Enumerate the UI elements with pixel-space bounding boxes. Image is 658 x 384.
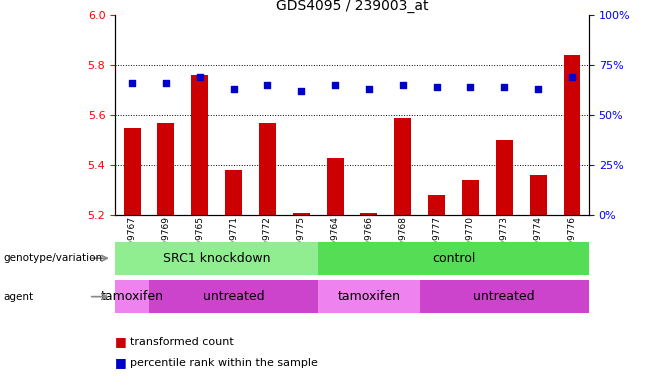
Bar bbox=[318, 280, 420, 313]
Text: tamoxifen: tamoxifen bbox=[338, 290, 401, 303]
Text: ■: ■ bbox=[115, 356, 127, 369]
Text: ■: ■ bbox=[115, 335, 127, 348]
Bar bbox=[530, 175, 547, 215]
Point bbox=[465, 84, 476, 90]
Bar bbox=[496, 140, 513, 215]
Text: control: control bbox=[432, 252, 475, 265]
Text: SRC1 knockdown: SRC1 knockdown bbox=[163, 252, 270, 265]
Point bbox=[397, 82, 408, 88]
Bar bbox=[124, 128, 141, 215]
Bar bbox=[428, 195, 445, 215]
Point bbox=[567, 74, 577, 80]
Text: percentile rank within the sample: percentile rank within the sample bbox=[130, 358, 318, 368]
Point bbox=[161, 80, 171, 86]
Text: transformed count: transformed count bbox=[130, 337, 234, 347]
Bar bbox=[225, 170, 242, 215]
Text: untreated: untreated bbox=[474, 290, 535, 303]
Point bbox=[533, 86, 544, 92]
Bar bbox=[462, 180, 479, 215]
Point bbox=[195, 74, 205, 80]
Bar bbox=[318, 242, 589, 275]
Point bbox=[228, 86, 239, 92]
Bar bbox=[115, 242, 318, 275]
Point bbox=[499, 84, 509, 90]
Bar bbox=[326, 158, 343, 215]
Bar bbox=[259, 123, 276, 215]
Point bbox=[432, 84, 442, 90]
Point bbox=[330, 82, 340, 88]
Bar bbox=[293, 213, 310, 215]
Point bbox=[364, 86, 374, 92]
Text: tamoxifen: tamoxifen bbox=[101, 290, 164, 303]
Title: GDS4095 / 239003_at: GDS4095 / 239003_at bbox=[276, 0, 428, 13]
Point bbox=[296, 88, 307, 94]
Text: agent: agent bbox=[3, 291, 34, 302]
Bar bbox=[361, 213, 378, 215]
Point bbox=[127, 80, 138, 86]
Bar bbox=[394, 118, 411, 215]
Bar bbox=[420, 280, 589, 313]
Bar bbox=[563, 55, 580, 215]
Text: genotype/variation: genotype/variation bbox=[3, 253, 103, 263]
Bar bbox=[191, 75, 208, 215]
Bar bbox=[149, 280, 318, 313]
Bar bbox=[115, 280, 149, 313]
Text: untreated: untreated bbox=[203, 290, 265, 303]
Point bbox=[262, 82, 272, 88]
Bar bbox=[157, 123, 174, 215]
